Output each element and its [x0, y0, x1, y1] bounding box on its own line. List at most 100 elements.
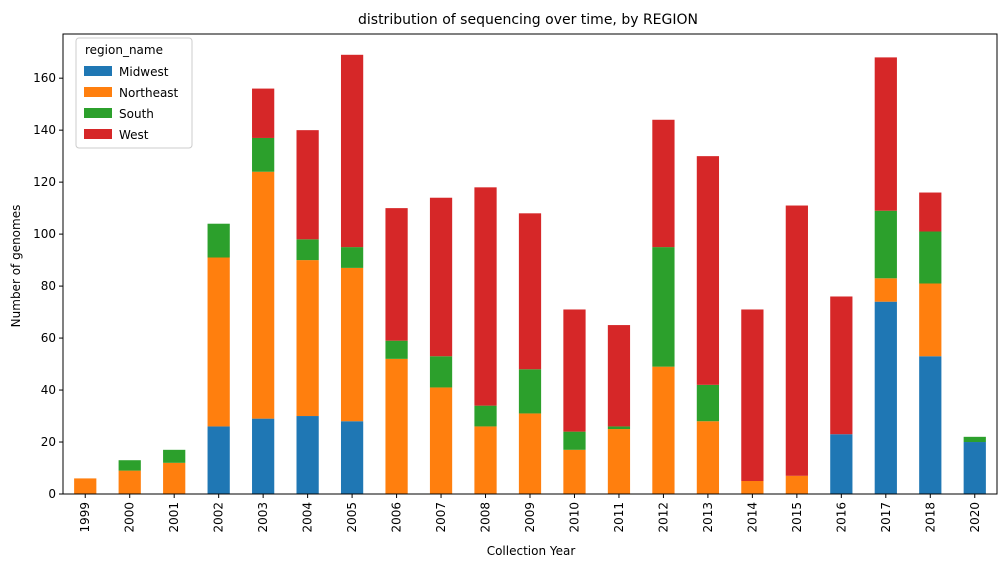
x-tick-label: 2020: [968, 502, 982, 533]
x-tick-label: 2014: [745, 502, 759, 533]
x-tick-label: 1999: [78, 502, 92, 533]
bar-west-2018: [919, 192, 942, 232]
bar-midwest-2004: [296, 416, 319, 494]
x-axis-title: Collection Year: [487, 544, 576, 558]
bar-south-2018: [919, 231, 942, 284]
bar-midwest-2002: [207, 426, 230, 494]
bar-midwest-2003: [252, 418, 275, 494]
bar-south-2000: [118, 460, 141, 471]
bar-midwest-2005: [340, 421, 364, 494]
bar-northeast-2003: [252, 171, 275, 419]
bar-northeast-2017: [874, 278, 897, 302]
y-tick-label: 60: [41, 331, 56, 345]
bar-midwest-2018: [919, 356, 942, 494]
bar-northeast-2018: [919, 283, 942, 357]
bar-south-2010: [563, 431, 586, 450]
chart-title: distribution of sequencing over time, by…: [358, 12, 698, 28]
x-tick-label: 2017: [879, 502, 893, 533]
bar-south-2007: [429, 356, 453, 388]
bar-northeast-2011: [607, 429, 631, 494]
bar-northeast-2010: [563, 449, 586, 494]
legend-swatch-south: [84, 108, 112, 118]
bar-south-2009: [518, 369, 542, 414]
bar-west-2017: [874, 57, 897, 211]
x-tick-label: 2015: [790, 502, 804, 533]
legend-title: region_name: [85, 43, 163, 57]
bar-south-2008: [474, 405, 497, 427]
bar-northeast-2000: [118, 470, 141, 494]
bar-northeast-2002: [207, 257, 230, 427]
x-tick-label: 2006: [390, 502, 404, 533]
bar-northeast-2007: [429, 387, 453, 494]
bar-northeast-2006: [385, 358, 408, 494]
bar-west-2003: [252, 88, 275, 138]
bar-northeast-2015: [785, 475, 808, 494]
bar-midwest-2020: [963, 442, 986, 494]
x-tick-label: 2004: [301, 502, 315, 533]
bar-northeast-2013: [696, 421, 720, 494]
bar-west-2004: [296, 130, 319, 240]
x-tick-label: 2001: [167, 502, 181, 533]
y-tick-label: 0: [48, 487, 56, 501]
bar-west-2013: [696, 156, 720, 385]
x-tick-label: 2016: [834, 502, 848, 533]
legend-items: Midwest Northeast South West: [84, 65, 179, 142]
bar-northeast-2008: [474, 426, 497, 494]
y-tick-label: 80: [41, 279, 56, 293]
bar-south-2002: [207, 223, 230, 258]
y-tick-label: 140: [33, 123, 56, 137]
y-tick-label: 160: [33, 71, 56, 85]
bar-west-2010: [563, 309, 586, 432]
bar-west-2012: [652, 119, 675, 248]
x-tick-label: 2012: [656, 502, 670, 533]
bar-south-2004: [296, 239, 319, 261]
bar-south-2013: [696, 384, 720, 422]
legend-swatch-midwest: [84, 66, 112, 76]
bar-west-2011: [607, 325, 631, 427]
legend-label-south: South: [119, 107, 154, 121]
bar-west-2015: [785, 205, 808, 476]
y-tick-label: 40: [41, 383, 56, 397]
bar-south-2001: [163, 449, 186, 463]
bar-northeast-2009: [518, 413, 542, 494]
legend-frame: [75, 37, 193, 149]
bar-northeast-1999: [74, 478, 97, 494]
x-tick-label: 2000: [123, 502, 137, 533]
x-tick-label: 2007: [434, 502, 448, 533]
x-tick-label: 2003: [256, 502, 270, 533]
bar-south-2017: [874, 210, 897, 279]
x-tick-label: 2005: [345, 502, 359, 533]
bar-west-2009: [518, 213, 542, 370]
legend-label-west: West: [119, 128, 149, 142]
bar-northeast-2005: [340, 267, 364, 422]
y-tick-label: 120: [33, 175, 56, 189]
bars-layer: [74, 54, 986, 494]
bar-south-2012: [652, 247, 675, 367]
bar-west-2006: [385, 208, 408, 341]
bar-west-2005: [340, 54, 364, 248]
x-tick-label: 2011: [612, 502, 626, 533]
bar-northeast-2014: [741, 481, 764, 494]
x-tick-label: 2002: [212, 502, 226, 533]
bar-northeast-2012: [652, 366, 675, 494]
bar-south-2020: [963, 436, 986, 443]
y-tick-label: 20: [41, 435, 56, 449]
legend-label-midwest: Midwest: [119, 65, 169, 79]
bar-west-2007: [429, 197, 453, 357]
x-tick-label: 2010: [567, 502, 581, 533]
bar-west-2008: [474, 187, 497, 406]
legend-label-northeast: Northeast: [119, 86, 179, 100]
axes-layer: 0 20 40 60 80 100 120 140 160 1999 2000 2001 2002 200…: [33, 33, 998, 533]
legend-swatch-northeast: [84, 87, 112, 97]
bar-west-2016: [830, 296, 853, 435]
bar-midwest-2017: [874, 301, 897, 494]
bar-south-2011: [607, 426, 631, 430]
bar-midwest-2016: [830, 434, 853, 494]
x-tick-label: 2008: [479, 502, 493, 533]
x-tick-label: 2009: [523, 502, 537, 533]
bar-south-2006: [385, 340, 408, 359]
legend-swatch-west: [84, 129, 112, 139]
bar-west-2014: [741, 309, 764, 482]
bar-south-2005: [340, 247, 364, 268]
